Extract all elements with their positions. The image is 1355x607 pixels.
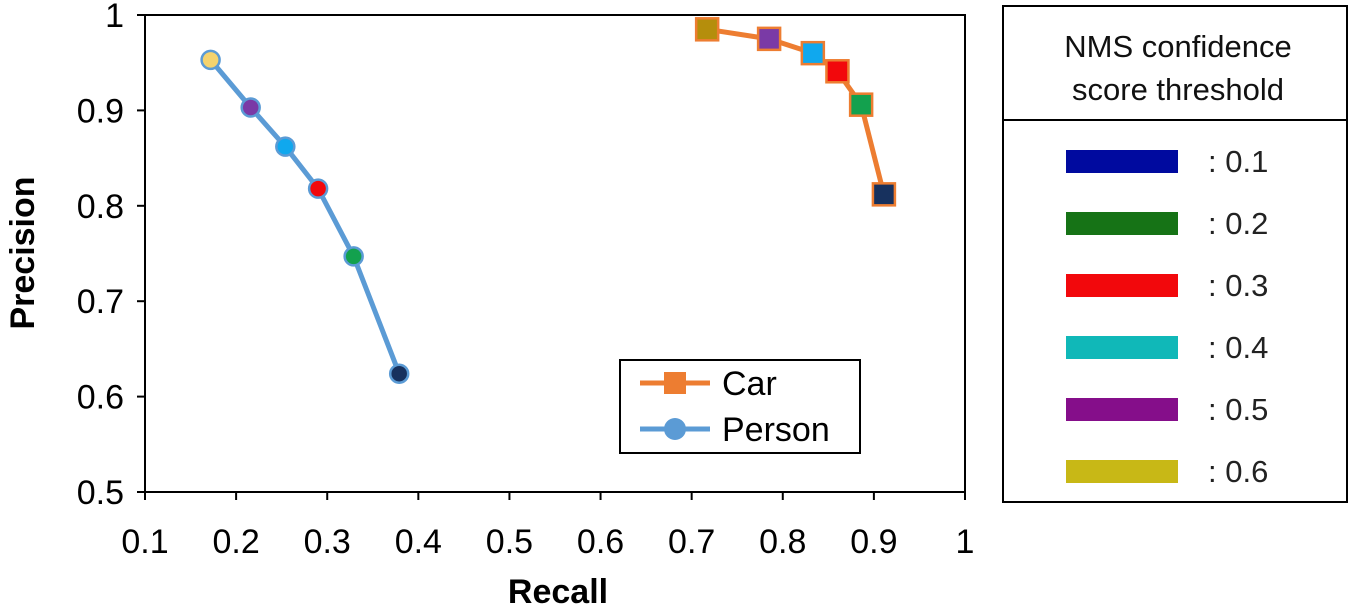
x-tick-label: 0.2 bbox=[212, 523, 259, 561]
legend-person-label: Person bbox=[722, 411, 830, 449]
legend-person-marker bbox=[664, 418, 686, 440]
threshold-swatch-0.1 bbox=[1066, 150, 1178, 173]
x-tick-label: 0.4 bbox=[395, 523, 442, 561]
threshold-legend-title-line-1: NMS confidence bbox=[1064, 29, 1291, 64]
y-tick-label: 0.5 bbox=[77, 474, 124, 512]
car-point-0.4 bbox=[800, 40, 826, 66]
threshold-label-0.5: : 0.5 bbox=[1208, 392, 1268, 427]
threshold-legend-items: : 0.1 : 0.2 : 0.3 : 0.4 : 0.5 : 0.6 bbox=[1066, 144, 1268, 489]
person-point-0.2 bbox=[343, 246, 364, 267]
threshold-label-0.4: : 0.4 bbox=[1208, 330, 1268, 365]
threshold-label-0.2: : 0.2 bbox=[1208, 206, 1268, 241]
x-tick-label: 0.3 bbox=[304, 523, 351, 561]
y-tick-label: 0.6 bbox=[77, 379, 124, 417]
person-point-0.5 bbox=[240, 97, 261, 118]
x-tick-label: 0.1 bbox=[121, 523, 168, 561]
x-axis-title: Recall bbox=[508, 573, 608, 607]
x-tick-label: 0.7 bbox=[668, 523, 715, 561]
legend-car-label: Car bbox=[722, 365, 777, 403]
threshold-swatch-0.4 bbox=[1066, 336, 1178, 359]
series-legend: Car Person bbox=[619, 359, 861, 454]
threshold-swatch-0.5 bbox=[1066, 398, 1178, 421]
threshold-legend-header-box bbox=[1002, 5, 1348, 121]
x-tick-label: 0.6 bbox=[577, 523, 624, 561]
y-tick-label: 0.7 bbox=[77, 283, 124, 321]
x-axis-tick-labels: 0.1 0.2 0.3 0.4 0.5 0.6 0.7 0.8 0.9 1 bbox=[121, 523, 974, 561]
y-axis-tick-marks bbox=[137, 14, 145, 493]
threshold-legend: NMS confidence score threshold : 0.1: 0.… bbox=[1002, 5, 1348, 503]
threshold-swatch-0.3 bbox=[1066, 274, 1178, 297]
threshold-legend-title-line-2: score threshold bbox=[1072, 72, 1284, 107]
person-point-0.3 bbox=[307, 178, 329, 199]
x-tick-label: 0.8 bbox=[759, 523, 806, 561]
car-point-0.1 bbox=[871, 182, 897, 207]
car-point-0.2 bbox=[848, 92, 874, 117]
person-series-line bbox=[208, 58, 402, 375]
car-point-0.5 bbox=[756, 26, 782, 52]
threshold-swatch-0.6 bbox=[1066, 460, 1178, 483]
threshold-legend-body-box bbox=[1002, 119, 1348, 503]
threshold-label-0.1: : 0.1 bbox=[1208, 144, 1268, 179]
person-point-0.6 bbox=[200, 49, 221, 71]
threshold-label-0.3: : 0.3 bbox=[1208, 268, 1268, 303]
person-point-0.4 bbox=[275, 136, 296, 157]
y-tick-label: 1 bbox=[105, 0, 124, 35]
y-tick-label: 0.8 bbox=[77, 188, 124, 226]
car-point-0.6 bbox=[694, 17, 720, 42]
series-layer bbox=[200, 17, 897, 384]
threshold-label-0.6: : 0.6 bbox=[1208, 454, 1268, 489]
threshold-swatch-0.2 bbox=[1066, 212, 1178, 235]
car-point-0.3 bbox=[825, 59, 850, 84]
person-point-0.1 bbox=[388, 363, 410, 384]
x-tick-label: 0.9 bbox=[850, 523, 897, 561]
x-tick-label: 1 bbox=[956, 523, 975, 561]
x-tick-label: 0.5 bbox=[486, 523, 533, 561]
legend-car-marker bbox=[664, 372, 686, 394]
y-axis-tick-labels: 0.5 0.6 0.7 0.8 0.9 1 bbox=[77, 0, 124, 512]
y-axis-title: Precision bbox=[4, 176, 42, 329]
series-legend-box bbox=[619, 359, 861, 454]
x-axis-tick-marks bbox=[144, 492, 966, 500]
y-tick-label: 0.9 bbox=[77, 92, 124, 130]
